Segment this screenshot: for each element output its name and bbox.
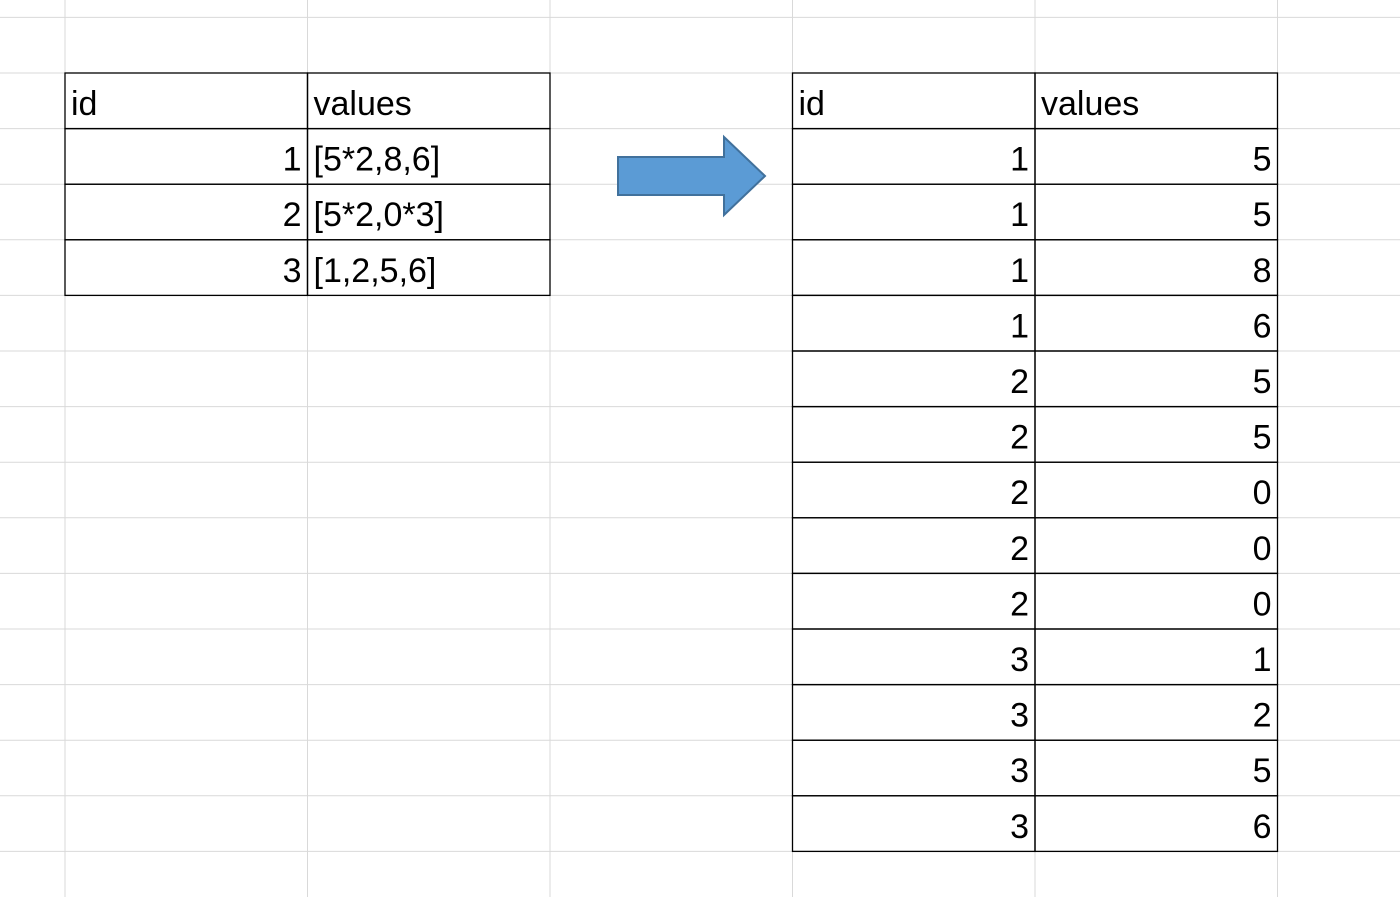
cell-text: 2	[1010, 530, 1029, 568]
cell	[64, 72, 309, 130]
cell	[1034, 127, 1279, 185]
cell-text: 6	[1253, 808, 1272, 846]
cell-text: 2	[1010, 363, 1029, 401]
cell	[64, 127, 309, 185]
cell-text: [5*2,0*3]	[314, 196, 444, 234]
cell-text: 1	[283, 141, 302, 179]
cell-text: 3	[283, 252, 302, 290]
cell	[1034, 683, 1279, 741]
arrow	[617, 134, 767, 218]
header-cell: values	[1041, 85, 1139, 123]
cell-text: 5	[1253, 363, 1272, 401]
table: id values 1 [5*2,8,6] 2 [5*2,0*3] 3 [1,2,5,6]	[64, 72, 551, 297]
header-cell: id	[799, 85, 825, 123]
cell-text: 2	[1010, 585, 1029, 623]
cell	[791, 795, 1036, 853]
cell-text: 6	[1253, 307, 1272, 345]
header-cell: id	[71, 85, 97, 123]
cell-text: 5	[1253, 141, 1272, 179]
cell-text: 3	[1010, 808, 1029, 846]
table: id values 1 5 1 5 1 8 1 6 2 5 2 5 2 0 2 0 2 0 3 1 3 2 3 5 3 6	[791, 72, 1279, 853]
cell-text: 2	[283, 196, 302, 234]
cell	[1034, 183, 1279, 241]
cell	[1034, 239, 1279, 297]
cell-text: 5	[1253, 196, 1272, 234]
cell-text: 1	[1010, 307, 1029, 345]
cell	[791, 183, 1036, 241]
cell-text: 5	[1253, 419, 1272, 457]
cell-text: 3	[1010, 752, 1029, 790]
cell	[791, 350, 1036, 408]
cell	[791, 683, 1036, 741]
cell	[1034, 294, 1279, 352]
cell	[1034, 517, 1279, 575]
cell-text: 8	[1253, 252, 1272, 290]
cell-text: 5	[1253, 752, 1272, 790]
cell	[791, 572, 1036, 630]
cell	[64, 183, 309, 241]
cell	[64, 239, 309, 297]
cell	[791, 461, 1036, 519]
cell	[791, 739, 1036, 797]
cell-text: 1	[1010, 196, 1029, 234]
cell	[1034, 405, 1279, 463]
cell-text: 1	[1010, 252, 1029, 290]
cell	[306, 239, 551, 297]
cell-text: [5*2,8,6]	[314, 141, 441, 179]
cell	[1034, 350, 1279, 408]
cell-text: [1,2,5,6]	[314, 252, 437, 290]
cell-text: 1	[1253, 641, 1272, 679]
cell	[791, 517, 1036, 575]
cell	[791, 127, 1036, 185]
cell	[1034, 461, 1279, 519]
cell	[791, 72, 1036, 130]
cell-text: 3	[1010, 641, 1029, 679]
cell-text: 1	[1010, 141, 1029, 179]
cell	[1034, 739, 1279, 797]
cell-text: 0	[1253, 530, 1272, 568]
cell-text: 0	[1253, 585, 1272, 623]
cell-text: 2	[1253, 697, 1272, 735]
cell	[1034, 795, 1279, 853]
cell-text: 0	[1253, 474, 1272, 512]
cell	[791, 239, 1036, 297]
header-cell: values	[314, 85, 412, 123]
cell	[791, 294, 1036, 352]
cell-text: 2	[1010, 474, 1029, 512]
cell	[791, 628, 1036, 686]
cell	[1034, 628, 1279, 686]
cell	[1034, 572, 1279, 630]
cell	[791, 405, 1036, 463]
cell-text: 2	[1010, 419, 1029, 457]
cell-text: 3	[1010, 697, 1029, 735]
